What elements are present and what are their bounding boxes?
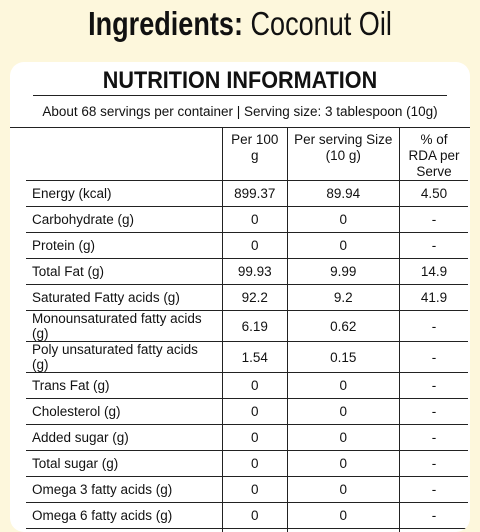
nutrient-label: Total Fat (g) <box>26 259 223 285</box>
nutrition-panel: NUTRITION INFORMATION About 68 servings … <box>10 62 470 532</box>
panel-heading: NUTRITION INFORMATION <box>33 62 447 96</box>
value-cell: 0 <box>287 425 399 451</box>
value-cell: 0 <box>223 425 288 451</box>
value-cell: 0 <box>287 373 399 399</box>
value-cell: - <box>400 311 469 342</box>
page: Ingredients: Coconut Oil NUTRITION INFOR… <box>0 0 480 520</box>
value-cell: 0.15 <box>287 342 399 373</box>
value-cell: - <box>400 503 469 529</box>
value-cell: 0 <box>223 503 288 529</box>
value-cell: - <box>400 233 469 259</box>
nutrient-label: Total sugar (g) <box>26 451 223 477</box>
value-cell: 0 <box>287 477 399 503</box>
title-value: Coconut Oil <box>250 5 391 42</box>
value-cell: - <box>400 399 469 425</box>
value-cell: 0 <box>223 477 288 503</box>
value-cell: - <box>400 529 469 532</box>
value-cell: 0 <box>223 399 288 425</box>
value-cell: 0 <box>223 233 288 259</box>
value-cell: - <box>400 451 469 477</box>
value-cell: 0 <box>287 233 399 259</box>
nutrient-label: Trans Fat (g) <box>26 373 223 399</box>
column-header: Per 100 g <box>223 128 288 181</box>
servings: About 68 servings per container | Servin… <box>10 96 470 128</box>
value-cell: 0 <box>287 529 399 532</box>
nutrient-label: Monounsaturated fatty acids (g) <box>26 311 223 342</box>
value-cell: - <box>400 342 469 373</box>
value-cell: 0 <box>287 207 399 233</box>
value-cell: 899.37 <box>223 181 288 207</box>
value-cell: 99.93 <box>223 259 288 285</box>
value-cell: 14.9 <box>400 259 469 285</box>
column-header: % of RDA per Serve <box>400 128 469 181</box>
nutrient-label: Omega 3 fatty acids (g) <box>26 477 223 503</box>
nutrient-label: Cholesterol (g) <box>26 399 223 425</box>
nutrient-label: Added sugar (g) <box>26 425 223 451</box>
value-cell: 0 <box>287 503 399 529</box>
nutrient-label: Carbohydrate (g) <box>26 207 223 233</box>
nutrient-label: Energy (kcal) <box>26 181 223 207</box>
nutrient-label: Protein (g) <box>26 233 223 259</box>
value-cell: 0 <box>223 207 288 233</box>
table-row: Sodium (mg)00- <box>26 529 468 532</box>
title-label: Ingredients: <box>88 5 243 42</box>
value-cell: - <box>400 207 469 233</box>
column-header: Per serving Size (10 g) <box>287 128 399 181</box>
value-cell: - <box>400 477 469 503</box>
nutrient-label: Poly unsaturated fatty acids (g) <box>26 342 223 373</box>
value-cell: 92.2 <box>223 285 288 311</box>
value-cell: 6.19 <box>223 311 288 342</box>
value-cell: 9.2 <box>287 285 399 311</box>
value-cell: 0 <box>287 399 399 425</box>
nutrient-label: Omega 6 fatty acids (g) <box>26 503 223 529</box>
value-cell: 4.50 <box>400 181 469 207</box>
value-cell: 0 <box>223 529 288 532</box>
title: Ingredients: Coconut Oil <box>43 4 437 44</box>
value-cell: 41.9 <box>400 285 469 311</box>
value-cell: 0 <box>223 373 288 399</box>
value-cell: 0.62 <box>287 311 399 342</box>
value-cell: 9.99 <box>287 259 399 285</box>
nutrient-label: Sodium (mg) <box>26 529 223 532</box>
blank-cell <box>26 128 223 181</box>
nutrient-label: Saturated Fatty acids (g) <box>26 285 223 311</box>
value-cell: 0 <box>287 451 399 477</box>
value-cell: 1.54 <box>223 342 288 373</box>
value-cell: - <box>400 373 469 399</box>
value-cell: 0 <box>223 451 288 477</box>
value-cell: 89.94 <box>287 181 399 207</box>
value-cell: - <box>400 425 469 451</box>
